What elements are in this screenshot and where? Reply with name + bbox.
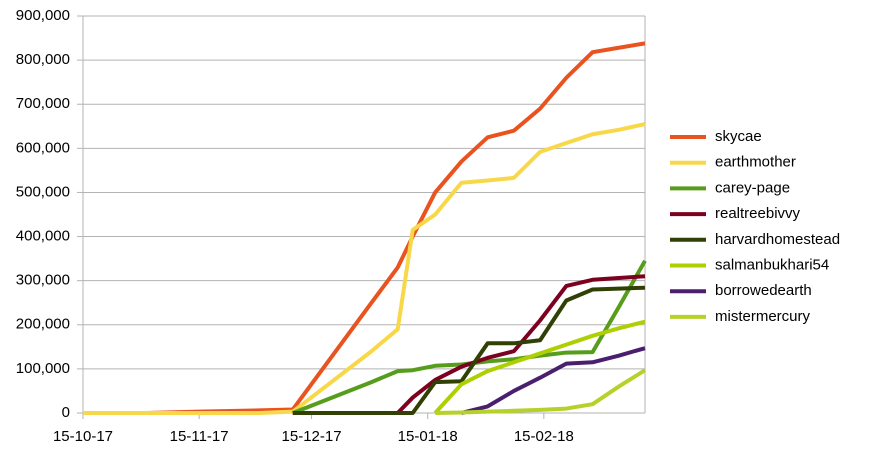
series-line [435, 368, 647, 415]
y-tick-label: 100,000 [16, 360, 70, 377]
legend-label: borrowedearth [715, 282, 812, 299]
y-tick-label: 300,000 [16, 272, 70, 289]
y-tick-label: 700,000 [16, 95, 70, 112]
legend-label: earthmother [715, 154, 796, 171]
y-tick-label: 200,000 [16, 316, 70, 333]
x-tick-label: 15-01-18 [398, 428, 458, 445]
legend-label: harvardhomestead [715, 231, 840, 248]
legend-label: carey-page [715, 179, 790, 196]
series-line [292, 259, 647, 415]
y-tick-label: 900,000 [16, 7, 70, 24]
y-tick-label: 500,000 [16, 183, 70, 200]
series-line [460, 346, 646, 415]
y-tick-label: 400,000 [16, 228, 70, 245]
legend-label: salmanbukhari54 [715, 256, 829, 273]
x-tick-label: 15-02-18 [514, 428, 574, 445]
y-tick-label: 0 [62, 404, 70, 421]
series-line [433, 319, 646, 415]
legend-label: realtreebivvy [715, 205, 801, 222]
y-tick-label: 600,000 [16, 139, 70, 156]
legend-label: skycae [715, 128, 762, 145]
y-tick-label: 800,000 [16, 51, 70, 68]
series-line [292, 285, 646, 415]
series-line [83, 122, 646, 415]
x-tick-label: 15-11-17 [170, 428, 229, 445]
x-tick-label: 15-10-17 [53, 428, 113, 445]
legend-label: mistermercury [715, 308, 811, 325]
series-line [83, 41, 646, 415]
x-tick-label: 15-12-17 [282, 428, 342, 445]
